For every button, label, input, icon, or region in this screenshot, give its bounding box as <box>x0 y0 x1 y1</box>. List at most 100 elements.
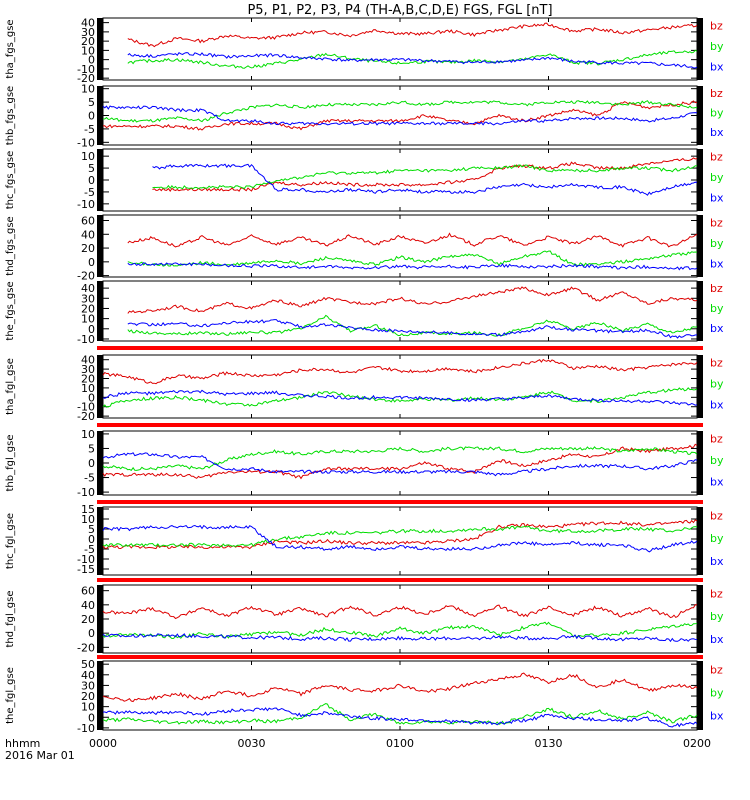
series-line-bx <box>102 389 698 406</box>
series-line-bz <box>127 232 698 248</box>
y-tick-label: 30 <box>81 363 95 376</box>
series-line-bx <box>152 163 698 196</box>
y-tick-label: 0 <box>88 323 95 336</box>
data-flag-bar <box>97 500 703 504</box>
series-line-bz <box>127 22 698 48</box>
series-line-bz <box>127 286 698 314</box>
y-tick-label: -5 <box>84 123 95 136</box>
series-line-bz <box>102 672 698 703</box>
y-tick-label: 30 <box>81 679 95 692</box>
y-tick-label: 0 <box>88 457 95 470</box>
right-edge-bar <box>697 18 703 80</box>
series-line-by <box>102 621 698 640</box>
y-tick-label: -10 <box>77 722 95 735</box>
y-tick-label: -10 <box>77 198 95 211</box>
y-tick-label: 10 <box>81 382 95 395</box>
y-tick-label: 0 <box>88 54 95 67</box>
time-unit-label: hhmm <box>5 737 40 750</box>
x-tick-label: 0000 <box>89 737 117 750</box>
right-edge-bar <box>697 355 703 418</box>
right-edge-bar <box>697 149 703 211</box>
y-axis-label: tha_fgs_gse <box>5 19 16 78</box>
y-tick-label: 5 <box>88 162 95 175</box>
y-axis-label: thd_fgs_gse <box>5 216 16 275</box>
series-line-by <box>127 314 698 337</box>
right-edge-bar <box>697 661 703 730</box>
data-flag-bar <box>97 423 703 427</box>
y-tick-label: 0 <box>88 174 95 187</box>
y-tick-label: 20 <box>81 373 95 386</box>
y-tick-label: 0 <box>88 711 95 724</box>
y-tick-label: 40 <box>81 354 95 367</box>
right-edge-bar <box>697 215 703 277</box>
legend-by: by <box>710 302 724 315</box>
left-edge-bar <box>97 661 103 730</box>
x-tick-label: 0100 <box>386 737 414 750</box>
y-tick-label: -20 <box>77 410 95 423</box>
y-tick-label: 30 <box>81 26 95 39</box>
right-edge-bar <box>697 585 703 653</box>
series-line-bx <box>102 452 698 477</box>
y-tick-label: 10 <box>81 83 95 96</box>
y-tick-label: 20 <box>81 690 95 703</box>
legend-bx: bx <box>710 126 724 139</box>
series-line-by <box>102 100 698 123</box>
y-tick-label: 30 <box>81 292 95 305</box>
legend-by: by <box>710 40 724 53</box>
legend-bx: bx <box>710 475 724 488</box>
y-tick-label: 40 <box>81 669 95 682</box>
y-axis-label: thb_fgs_gse <box>5 86 16 145</box>
series-line-by <box>102 446 698 471</box>
legend-bx: bx <box>710 710 724 723</box>
y-tick-label: 0 <box>88 256 95 269</box>
series-line-by <box>102 703 698 726</box>
legend-bz: bz <box>710 664 723 677</box>
y-tick-label: -5 <box>84 543 95 556</box>
left-edge-bar <box>97 355 103 418</box>
left-edge-bar <box>97 149 103 211</box>
series-line-bx <box>102 524 698 553</box>
series-line-by <box>102 387 698 408</box>
y-tick-label: 10 <box>81 44 95 57</box>
y-tick-label: 15 <box>81 503 95 516</box>
y-tick-label: 10 <box>81 428 95 441</box>
legend-bz: bz <box>710 19 723 32</box>
legend-bz: bz <box>710 282 723 295</box>
legend-bx: bx <box>710 61 724 74</box>
right-edge-bar <box>697 281 703 341</box>
date-label: 2016 Mar 01 <box>5 749 75 762</box>
legend-by: by <box>710 237 724 250</box>
y-tick-label: 10 <box>81 150 95 163</box>
legend-by: by <box>710 687 724 700</box>
legend-bz: bz <box>710 216 723 229</box>
x-tick-label: 0030 <box>238 737 266 750</box>
series-line-bx <box>127 319 698 339</box>
y-tick-label: 20 <box>81 613 95 626</box>
left-edge-bar <box>97 431 103 495</box>
y-tick-label: -10 <box>77 486 95 499</box>
series-line-bx <box>102 105 698 126</box>
y-tick-label: -5 <box>84 186 95 199</box>
legend-by: by <box>710 378 724 391</box>
y-tick-label: -15 <box>77 563 95 576</box>
legend-by: by <box>710 610 724 623</box>
x-tick-label: 0130 <box>535 737 563 750</box>
legend-bx: bx <box>710 322 724 335</box>
y-tick-label: 5 <box>88 523 95 536</box>
left-edge-bar <box>97 507 103 575</box>
series-line-bz <box>102 358 698 385</box>
legend-bx: bx <box>710 192 724 205</box>
time-axis: 0000 0030 0100 0130 0200 <box>89 737 711 750</box>
y-axis-label: thb_fgl_gse <box>5 435 16 492</box>
y-axis-label: the_fgl_gse <box>5 667 16 724</box>
series-line-bz <box>102 519 698 550</box>
y-axis-label: tha_fgl_gse <box>5 358 16 415</box>
y-tick-label: 10 <box>81 701 95 714</box>
y-axis-label: the_fgs_gse <box>5 281 16 340</box>
y-tick-label: -20 <box>77 72 95 85</box>
y-tick-label: 0 <box>88 391 95 404</box>
